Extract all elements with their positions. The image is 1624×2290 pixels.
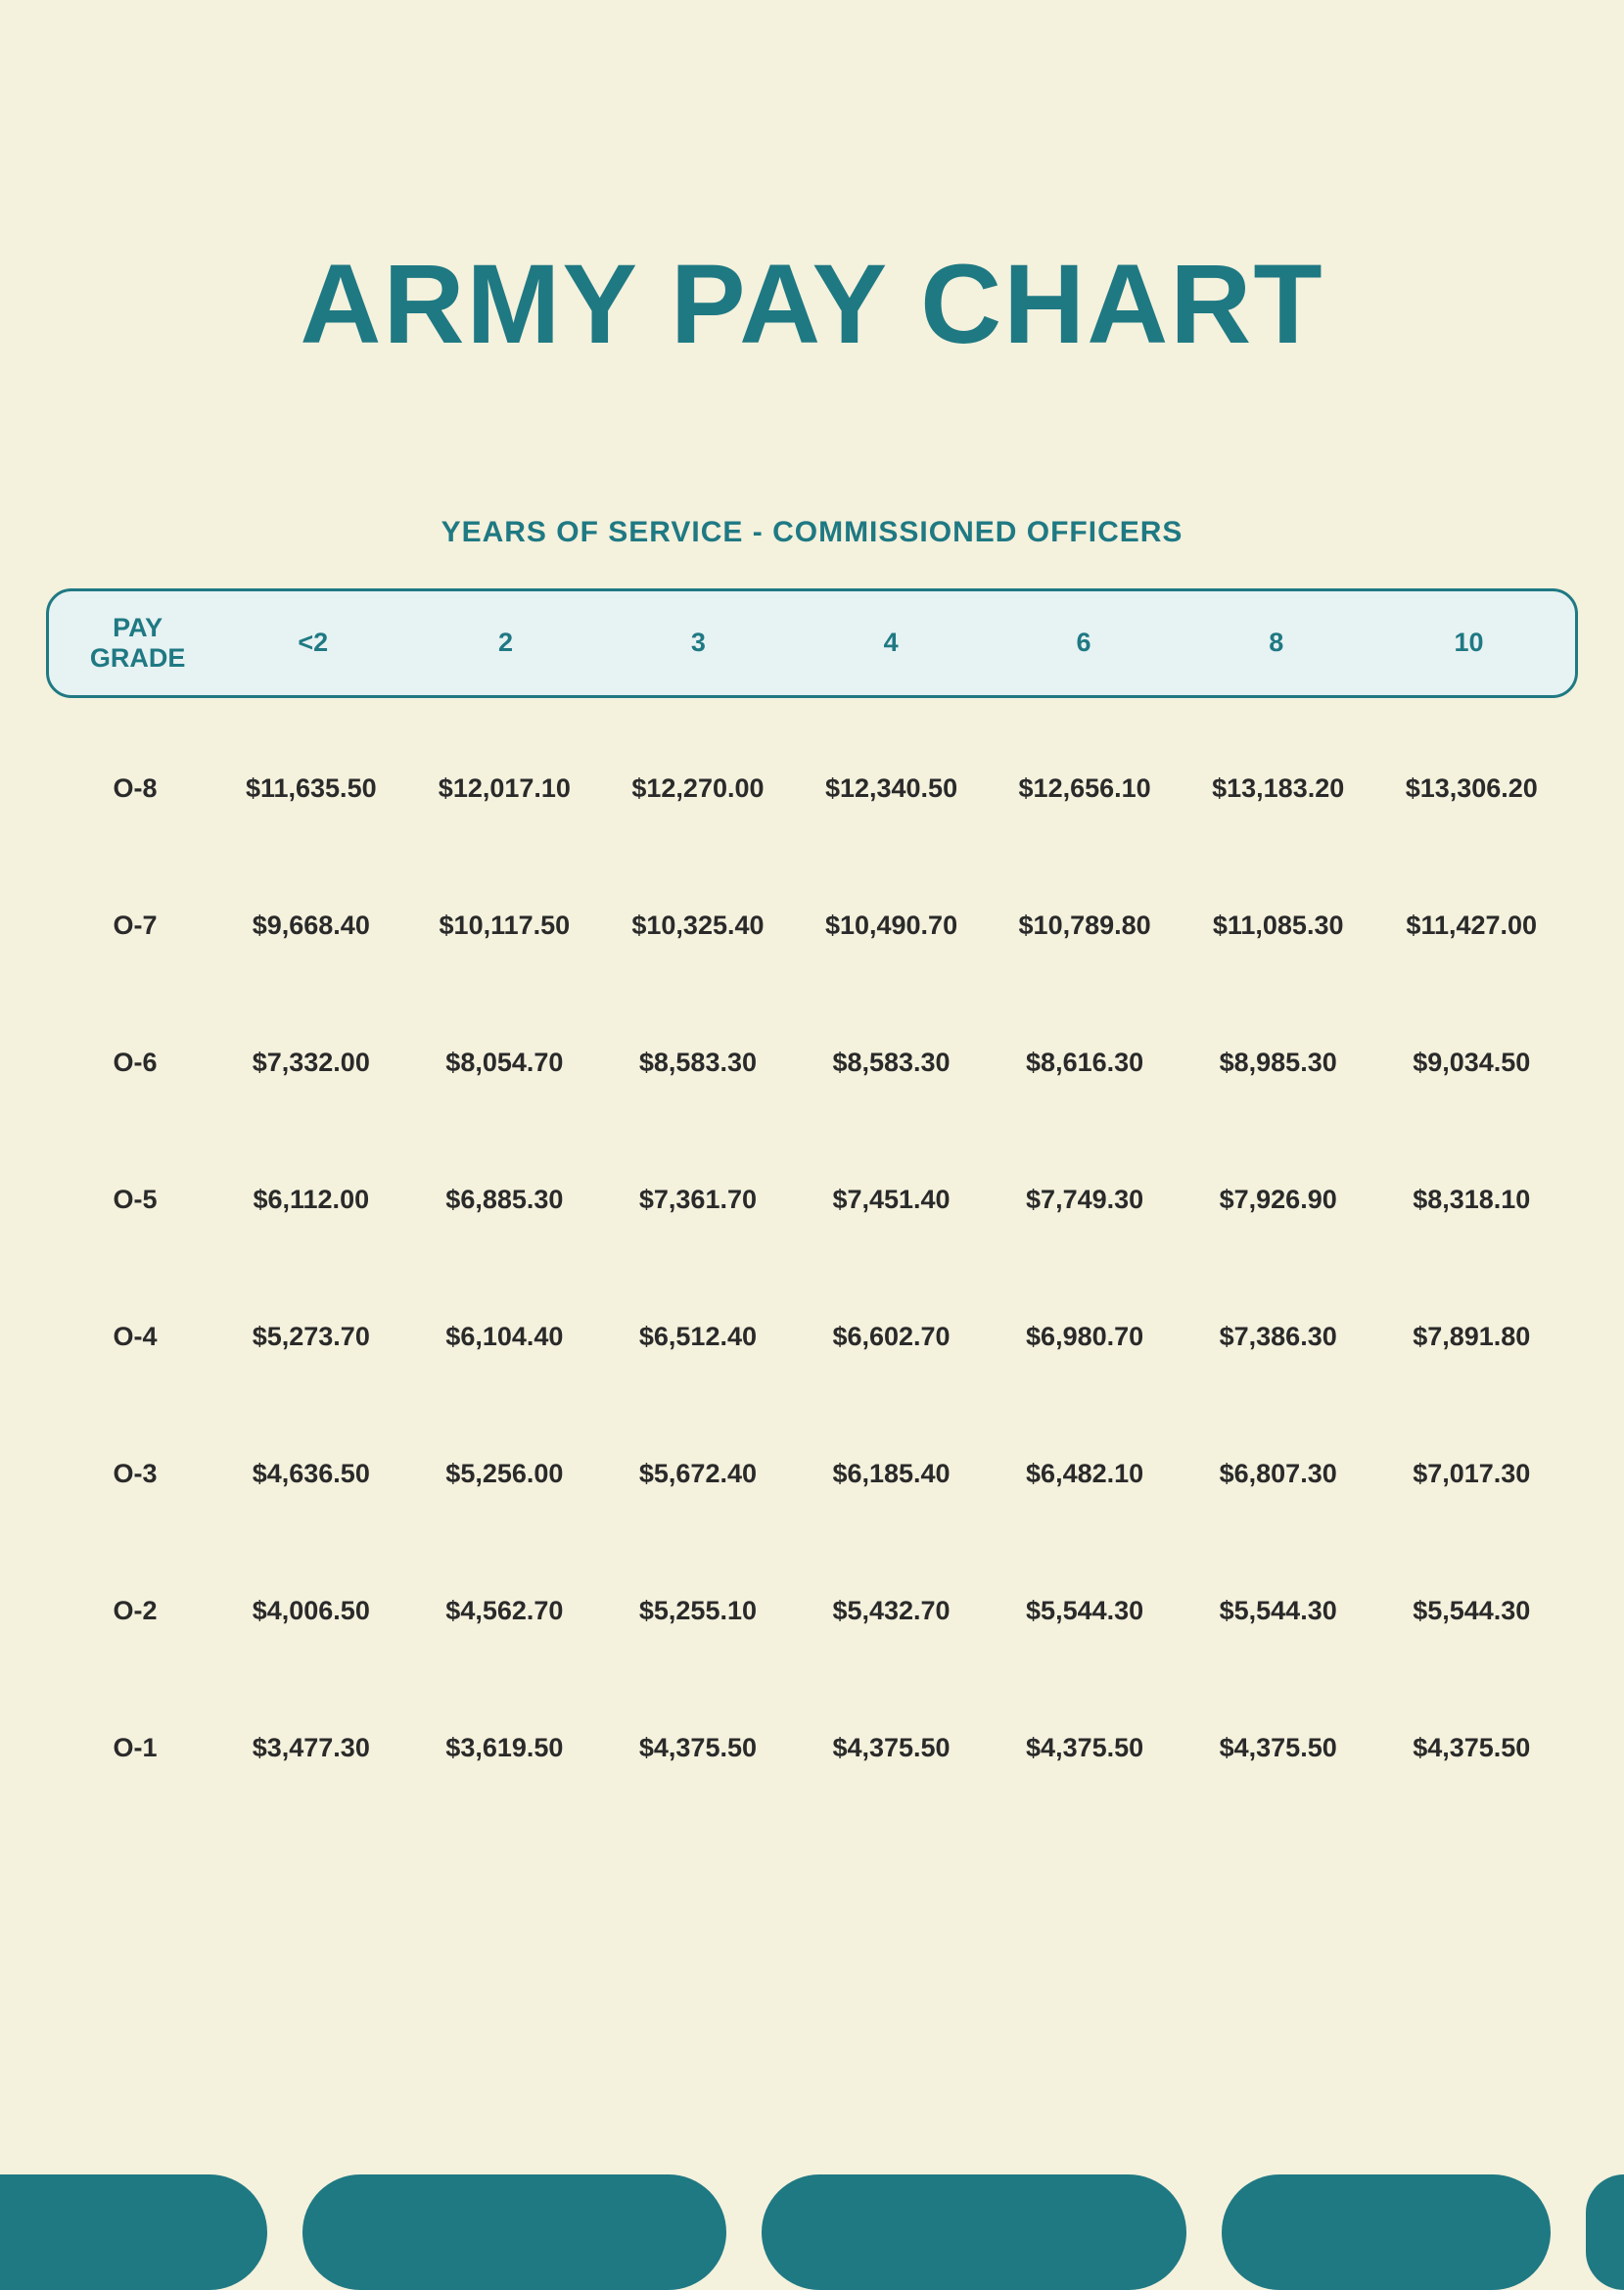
pay-value-cell: $5,544.30 xyxy=(988,1596,1182,1626)
table-header-cell: 10 xyxy=(1372,628,1565,658)
table-row: O-6$7,332.00$8,054.70$8,583.30$8,583.30$… xyxy=(46,994,1578,1131)
pay-value-cell: $4,006.50 xyxy=(214,1596,408,1626)
pay-value-cell: $6,885.30 xyxy=(408,1185,602,1215)
pay-value-cell: $5,432.70 xyxy=(795,1596,989,1626)
table-row: O-2$4,006.50$4,562.70$5,255.10$5,432.70$… xyxy=(46,1542,1578,1679)
page-subtitle: YEARS OF SERVICE - COMMISSIONED OFFICERS xyxy=(0,516,1624,588)
pay-value-cell: $7,926.90 xyxy=(1182,1185,1375,1215)
footer-pill xyxy=(0,2174,267,2290)
pay-value-cell: $4,375.50 xyxy=(1182,1733,1375,1763)
table-header-cell: 8 xyxy=(1180,628,1372,658)
pay-value-cell: $12,656.10 xyxy=(988,773,1182,804)
pay-grade-cell: O-5 xyxy=(56,1185,214,1215)
pay-grade-cell: O-6 xyxy=(56,1048,214,1078)
page-title: ARMY PAY CHART xyxy=(0,0,1624,516)
table-row: O-5$6,112.00$6,885.30$7,361.70$7,451.40$… xyxy=(46,1131,1578,1268)
pay-value-cell: $9,668.40 xyxy=(214,911,408,941)
pay-value-cell: $5,255.10 xyxy=(601,1596,795,1626)
table-header-cell: <2 xyxy=(216,628,409,658)
table-header-cell: 2 xyxy=(409,628,602,658)
pay-value-cell: $3,619.50 xyxy=(408,1733,602,1763)
pay-value-cell: $6,512.40 xyxy=(601,1322,795,1352)
pay-value-cell: $6,807.30 xyxy=(1182,1459,1375,1489)
pay-value-cell: $7,891.80 xyxy=(1374,1322,1568,1352)
pay-value-cell: $7,332.00 xyxy=(214,1048,408,1078)
pay-value-cell: $7,451.40 xyxy=(795,1185,989,1215)
pay-value-cell: $11,427.00 xyxy=(1374,911,1568,941)
pay-value-cell: $6,104.40 xyxy=(408,1322,602,1352)
pay-value-cell: $8,616.30 xyxy=(988,1048,1182,1078)
pay-value-cell: $12,017.10 xyxy=(408,773,602,804)
pay-value-cell: $5,672.40 xyxy=(601,1459,795,1489)
footer-pill xyxy=(762,2174,1186,2290)
footer-decoration xyxy=(0,2174,1624,2290)
pay-value-cell: $5,544.30 xyxy=(1374,1596,1568,1626)
pay-value-cell: $4,562.70 xyxy=(408,1596,602,1626)
table-header-cell: 4 xyxy=(795,628,988,658)
pay-value-cell: $6,602.70 xyxy=(795,1322,989,1352)
table-header-row: PAYGRADE<22346810 xyxy=(46,588,1578,698)
pay-value-cell: $7,749.30 xyxy=(988,1185,1182,1215)
pay-grade-cell: O-4 xyxy=(56,1322,214,1352)
pay-value-cell: $8,583.30 xyxy=(795,1048,989,1078)
pay-value-cell: $10,117.50 xyxy=(408,911,602,941)
pay-value-cell: $13,183.20 xyxy=(1182,773,1375,804)
pay-value-cell: $9,034.50 xyxy=(1374,1048,1568,1078)
footer-pill xyxy=(1222,2174,1551,2290)
pay-value-cell: $8,583.30 xyxy=(601,1048,795,1078)
table-header-cell: 3 xyxy=(602,628,795,658)
pay-value-cell: $8,985.30 xyxy=(1182,1048,1375,1078)
pay-table: PAYGRADE<22346810 O-8$11,635.50$12,017.1… xyxy=(46,588,1578,1816)
pay-value-cell: $12,270.00 xyxy=(601,773,795,804)
table-row: O-7$9,668.40$10,117.50$10,325.40$10,490.… xyxy=(46,857,1578,994)
pay-value-cell: $10,789.80 xyxy=(988,911,1182,941)
pay-value-cell: $7,361.70 xyxy=(601,1185,795,1215)
pay-value-cell: $6,112.00 xyxy=(214,1185,408,1215)
pay-value-cell: $10,325.40 xyxy=(601,911,795,941)
pay-value-cell: $5,544.30 xyxy=(1182,1596,1375,1626)
pay-value-cell: $7,017.30 xyxy=(1374,1459,1568,1489)
pay-value-cell: $6,482.10 xyxy=(988,1459,1182,1489)
table-row: O-3$4,636.50$5,256.00$5,672.40$6,185.40$… xyxy=(46,1405,1578,1542)
table-row: O-1$3,477.30$3,619.50$4,375.50$4,375.50$… xyxy=(46,1679,1578,1816)
pay-value-cell: $4,375.50 xyxy=(1374,1733,1568,1763)
pay-value-cell: $8,318.10 xyxy=(1374,1185,1568,1215)
footer-pill xyxy=(302,2174,727,2290)
footer-pill xyxy=(1586,2174,1624,2290)
pay-value-cell: $11,085.30 xyxy=(1182,911,1375,941)
pay-value-cell: $6,185.40 xyxy=(795,1459,989,1489)
pay-value-cell: $7,386.30 xyxy=(1182,1322,1375,1352)
pay-value-cell: $10,490.70 xyxy=(795,911,989,941)
pay-value-cell: $4,636.50 xyxy=(214,1459,408,1489)
pay-value-cell: $4,375.50 xyxy=(795,1733,989,1763)
pay-value-cell: $6,980.70 xyxy=(988,1322,1182,1352)
pay-value-cell: $13,306.20 xyxy=(1374,773,1568,804)
pay-value-cell: $12,340.50 xyxy=(795,773,989,804)
pay-value-cell: $4,375.50 xyxy=(988,1733,1182,1763)
table-header-cell: PAYGRADE xyxy=(59,613,216,674)
table-row: O-4$5,273.70$6,104.40$6,512.40$6,602.70$… xyxy=(46,1268,1578,1405)
table-header-cell: 6 xyxy=(988,628,1181,658)
pay-grade-cell: O-8 xyxy=(56,773,214,804)
pay-value-cell: $3,477.30 xyxy=(214,1733,408,1763)
pay-value-cell: $4,375.50 xyxy=(601,1733,795,1763)
pay-value-cell: $5,273.70 xyxy=(214,1322,408,1352)
pay-value-cell: $11,635.50 xyxy=(214,773,408,804)
pay-value-cell: $8,054.70 xyxy=(408,1048,602,1078)
pay-grade-cell: O-3 xyxy=(56,1459,214,1489)
pay-value-cell: $5,256.00 xyxy=(408,1459,602,1489)
table-row: O-8$11,635.50$12,017.10$12,270.00$12,340… xyxy=(46,720,1578,857)
table-body: O-8$11,635.50$12,017.10$12,270.00$12,340… xyxy=(46,698,1578,1816)
pay-grade-cell: O-7 xyxy=(56,911,214,941)
pay-grade-cell: O-2 xyxy=(56,1596,214,1626)
pay-grade-cell: O-1 xyxy=(56,1733,214,1763)
